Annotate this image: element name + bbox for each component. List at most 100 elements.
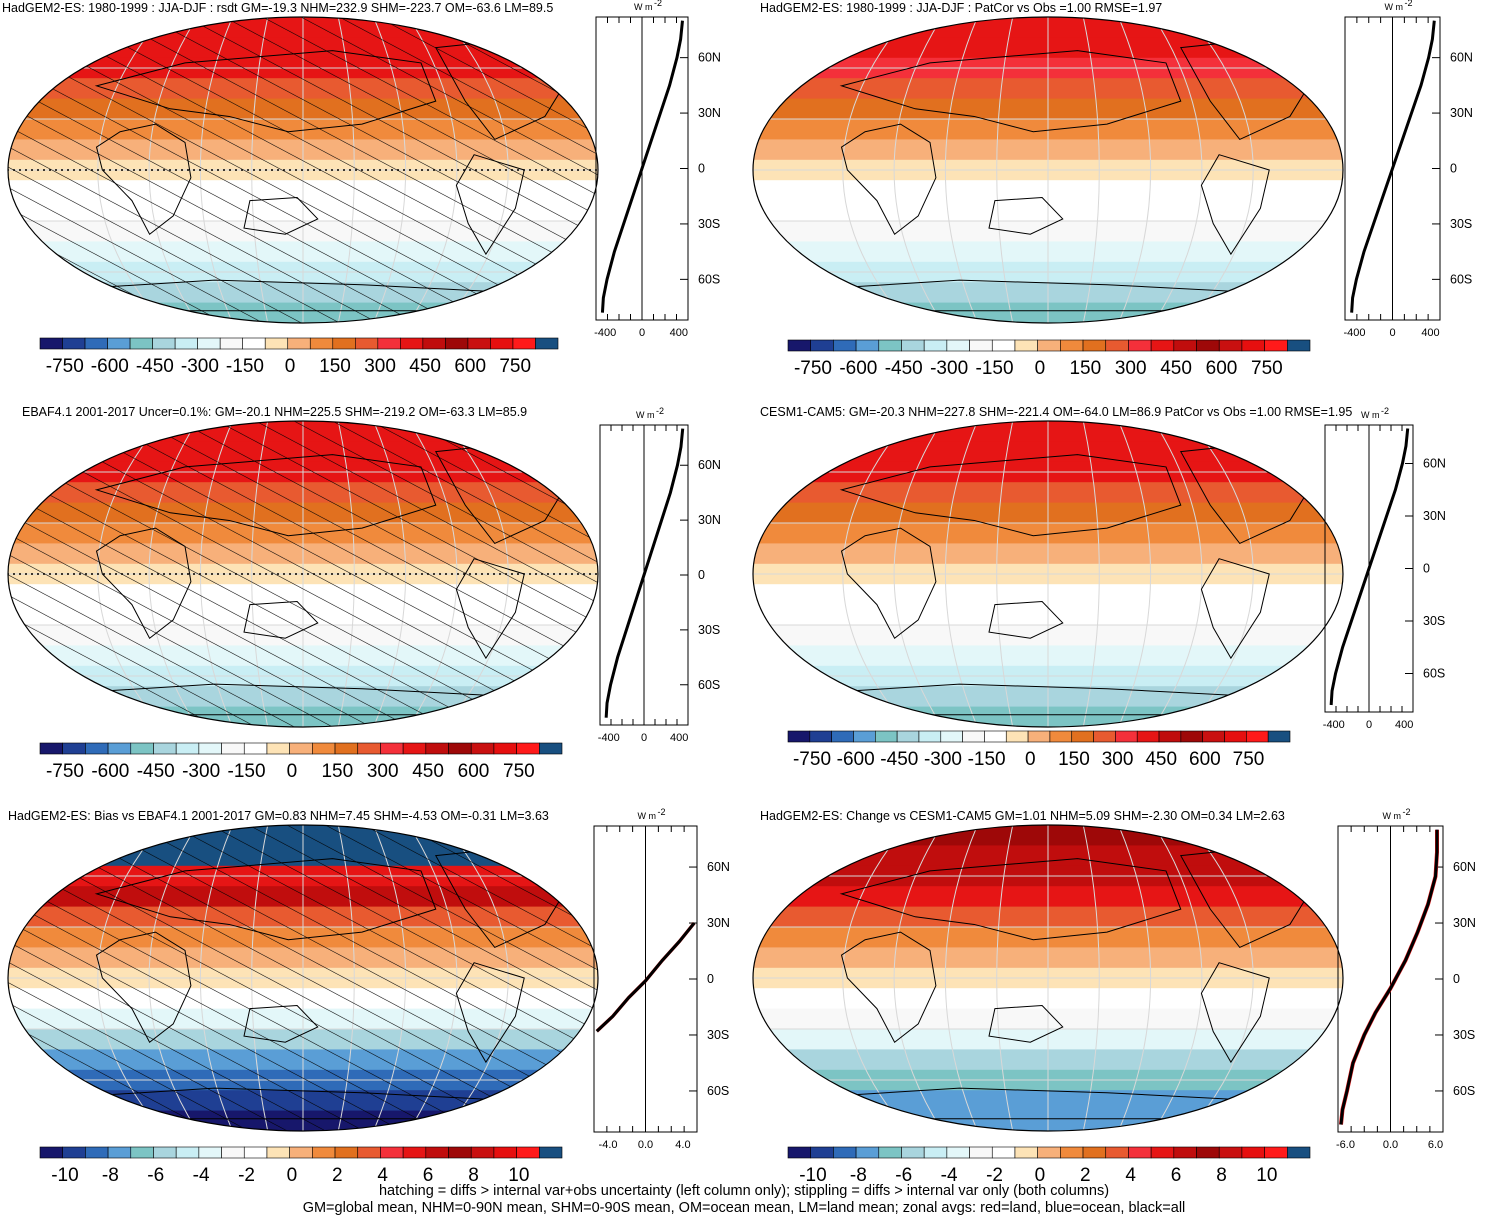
colorbar-label: -2 (986, 1165, 1003, 1186)
colorbar-label: -300 (182, 761, 220, 782)
lat-label: 30S (1453, 1028, 1475, 1042)
colorbar-label: 150 (321, 761, 353, 782)
lat-label: 60S (1423, 667, 1445, 681)
stipple-dot (493, 169, 495, 171)
colorbar-swatch (1049, 730, 1073, 743)
lat-label: 60N (1423, 457, 1446, 471)
colorbar-swatch (901, 339, 925, 352)
stipple-dot (109, 169, 111, 171)
lat-label: 30N (698, 513, 721, 527)
unit-superscript: -2 (654, 0, 662, 8)
stipple-dot (55, 169, 57, 171)
colorbar-label: 6 (1171, 1165, 1182, 1186)
lat-label: 0 (698, 162, 705, 176)
stipple-dot (211, 573, 213, 575)
stipple-dot (439, 573, 441, 575)
stipple-dot (109, 573, 111, 575)
stipple-dot (307, 169, 309, 171)
colorbar-swatch (153, 1146, 177, 1159)
colorbar-swatch (1128, 339, 1152, 352)
stipple-dot (79, 169, 81, 171)
colorbar-label: 750 (499, 356, 531, 377)
colorbar-swatch (896, 730, 920, 743)
stipple-dot (571, 169, 573, 171)
coastline (840, 123, 937, 236)
colorbar-label: 450 (1145, 749, 1177, 770)
colorbar-label: 600 (454, 356, 486, 377)
coastline (988, 197, 1064, 235)
stipple-dot (541, 573, 543, 575)
zonal-mean-curve (1339, 829, 1439, 1125)
colorbar-label: 8 (468, 1165, 479, 1186)
stipple-dot (43, 573, 45, 575)
x-tick-label: -4.0 (599, 1139, 618, 1151)
colorbar-label: -2 (238, 1165, 255, 1186)
stipple-dot (409, 573, 411, 575)
colorbar-swatch (1224, 730, 1247, 743)
x-tick-label: -400 (1323, 719, 1345, 731)
colorbar-label: -8 (850, 1165, 867, 1186)
colorbar-swatch (422, 337, 446, 350)
stipple-dot (487, 169, 489, 171)
stipple-dot (373, 169, 375, 171)
stipple-dot (355, 573, 357, 575)
stipple-dot (589, 573, 591, 575)
colorbar-label: -600 (837, 749, 875, 770)
lat-label: 0 (1453, 972, 1460, 986)
stipple-dot (451, 169, 453, 171)
colorbar-swatch (448, 742, 472, 755)
stipple-dot (481, 573, 483, 575)
colorbar-swatch (289, 742, 313, 755)
colorbar-swatch (1150, 339, 1175, 352)
stipple-dot (217, 169, 219, 171)
colorbar-swatch (1037, 1146, 1061, 1159)
coastline (1200, 962, 1270, 1064)
stipple-dot (541, 169, 543, 171)
stipple-dot (379, 169, 381, 171)
colorbar-label: 0 (1025, 749, 1036, 770)
colorbar-swatch (875, 730, 898, 743)
stipple-dot (475, 169, 477, 171)
stipple-dot (31, 169, 33, 171)
panel-title: CESM1-CAM5: GM=-20.3 NHM=227.8 SHM=-221.… (760, 405, 1352, 419)
colorbar-swatch (1287, 1146, 1311, 1159)
stipple-dot (505, 169, 507, 171)
colorbar-swatch (1027, 730, 1051, 743)
stipple-dot (283, 573, 285, 575)
stipple-dot (253, 573, 255, 575)
unit-label: W m (1361, 410, 1380, 420)
colorbar-swatch (467, 337, 491, 350)
lat-label: 30S (707, 1028, 729, 1042)
stipple-dot (517, 169, 519, 171)
stipple-dot (235, 573, 237, 575)
colorbar-swatch (810, 339, 834, 352)
lat-label: 30N (698, 106, 721, 120)
x-tick-label: -400 (1343, 327, 1365, 339)
colorbar-swatch (512, 337, 536, 350)
colorbar-swatch (309, 337, 334, 350)
colorbar-swatch (984, 730, 1007, 743)
stipple-dot (367, 573, 369, 575)
stipple-dot (595, 573, 597, 575)
stipple-dot (379, 573, 381, 575)
colorbar-swatch (1196, 339, 1220, 352)
stipple-dot (97, 169, 99, 171)
colorbar-swatch (923, 1146, 948, 1159)
colorbar-label: 300 (367, 761, 399, 782)
colorbar-swatch (946, 1146, 970, 1159)
colorbar-swatch (287, 337, 311, 350)
colorbar-swatch (1264, 1146, 1288, 1159)
colorbar-swatch (962, 730, 985, 743)
stipple-dot (427, 169, 429, 171)
lat-label: 60S (1453, 1084, 1475, 1098)
colorbar-label: 600 (1206, 358, 1238, 379)
stipple-dot (13, 169, 15, 171)
colorbar-label: 2 (1080, 1165, 1091, 1186)
colorbar-label: 0 (287, 761, 298, 782)
colorbar-swatch (1082, 1146, 1107, 1159)
colorbar-label: -300 (181, 356, 219, 377)
stipple-dot (115, 169, 117, 171)
colorbar-swatch (380, 1146, 404, 1159)
stipple-dot (523, 169, 525, 171)
stipple-dot (79, 573, 81, 575)
